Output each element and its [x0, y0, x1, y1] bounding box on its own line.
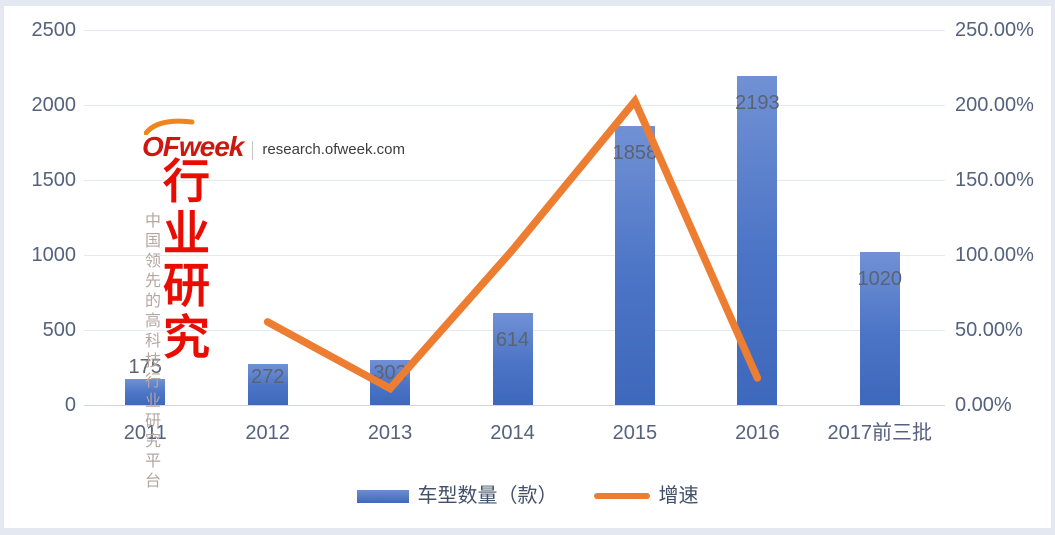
gridline: [84, 255, 945, 256]
gridline: [84, 180, 945, 181]
left-axis-tick: 2000: [31, 94, 77, 116]
x-axis-category-label: 2012: [245, 422, 290, 444]
x-axis-category-label: 2011: [123, 422, 167, 444]
bar-data-label: 1858: [612, 142, 658, 165]
bar-data-label: 2193: [735, 92, 780, 115]
x-axis-category-label: 2014: [490, 422, 535, 444]
chart-card: 2500 250.00% 2000 200.00% 1500 150.00% 1000 100…: [4, 6, 1051, 528]
left-axis-tick: 1000: [31, 244, 77, 266]
line-series-swatch-icon: [593, 493, 650, 499]
x-axis-category-label: 2017前三批: [827, 422, 933, 444]
legend-item-bar-series: 车型数量（款）: [356, 484, 558, 508]
x-axis-category-label: 2016: [735, 422, 780, 444]
bar-data-label: 1020: [857, 268, 903, 290]
legend-item-line-series: 增速: [593, 484, 699, 508]
left-axis-tick: 0: [64, 394, 76, 416]
bar: [492, 312, 533, 405]
bar-series-label: 车型数量（款）: [417, 485, 558, 507]
bar: [125, 378, 166, 405]
plot-area: 2500 250.00% 2000 200.00% 1500 150.00% 1000 100…: [4, 6, 1051, 528]
gridline: [84, 105, 945, 106]
right-axis-tick: 50.00%: [955, 319, 1023, 341]
bar-data-label: 272: [250, 366, 285, 389]
left-axis-tick: 500: [42, 319, 76, 341]
right-axis-tick: 250.00%: [955, 19, 1034, 41]
bar-series-swatch-icon: [356, 489, 409, 503]
right-axis-tick: 0.00%: [955, 394, 1012, 416]
x-axis-category-label: 2015: [612, 422, 658, 444]
bar-data-label: 175: [128, 355, 162, 378]
left-axis-tick: 2500: [31, 19, 77, 41]
bar: [737, 76, 778, 405]
right-axis-tick: 100.00%: [955, 244, 1034, 266]
gridline: [84, 30, 945, 31]
left-axis-tick: 1500: [31, 169, 77, 191]
right-axis-tick: 150.00%: [955, 169, 1034, 191]
bar-data-label: 302: [373, 361, 407, 384]
x-axis-category-label: 2013: [367, 422, 413, 444]
right-axis-tick: 200.00%: [955, 94, 1034, 116]
bar-data-label: 614: [495, 328, 530, 351]
bar: [859, 252, 900, 405]
line-series-label: 增速: [658, 485, 699, 507]
gridline: [84, 405, 945, 406]
chart-legend: 车型数量（款） 增速: [4, 484, 1051, 508]
bar: [614, 126, 655, 405]
